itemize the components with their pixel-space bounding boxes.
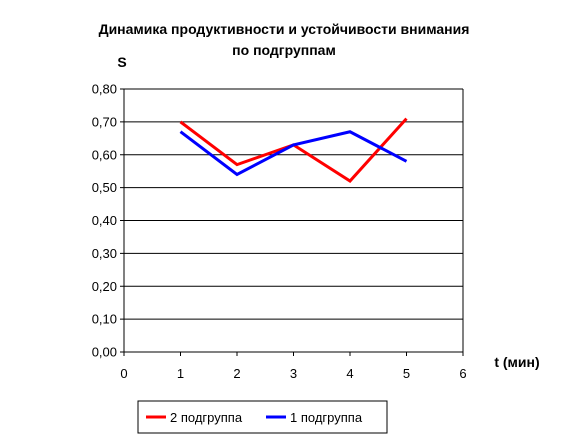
x-tick-label: 1 <box>177 366 184 381</box>
y-axis-label: S <box>117 54 126 70</box>
series <box>179 117 408 183</box>
x-tick-label: 5 <box>403 366 410 381</box>
chart-title-line-2: по подгруппам <box>232 42 336 58</box>
x-axis-label: t (мин) <box>494 354 539 370</box>
legend-box <box>137 400 388 434</box>
axes <box>120 88 464 356</box>
legend-label-1: 2 подгруппа <box>170 410 243 425</box>
x-tick-labels: 0 1 2 3 4 5 6 <box>120 366 466 381</box>
y-tick-label: 0,00 <box>92 345 117 360</box>
y-tick-label: 0,80 <box>92 82 117 97</box>
y-tick-label: 0,70 <box>92 114 117 129</box>
y-tick-label: 0,50 <box>92 180 117 195</box>
x-tick-label: 3 <box>290 366 297 381</box>
y-tick-label: 0,60 <box>92 147 117 162</box>
x-tick-label: 0 <box>120 366 127 381</box>
y-tick-labels: 0,00 0,10 0,20 0,30 0,40 0,50 0,60 0,70 0,80 <box>92 82 117 360</box>
y-tick-label: 0,10 <box>92 312 117 327</box>
x-tick-label: 6 <box>459 366 466 381</box>
y-tick-label: 0,30 <box>92 246 117 261</box>
x-tick-label: 4 <box>346 366 353 381</box>
y-tick-label: 0,40 <box>92 213 117 228</box>
legend: 2 подгруппа 1 подгруппа <box>137 400 388 434</box>
y-tick-label: 0,20 <box>92 279 117 294</box>
chart-title-line-1: Динамика продуктивности и устойчивости в… <box>99 21 470 37</box>
x-tick-label: 2 <box>233 366 240 381</box>
series-line-1 <box>179 117 408 183</box>
series-line-2 <box>179 130 408 177</box>
grid <box>124 88 463 320</box>
legend-label-2: 1 подгруппа <box>290 410 363 425</box>
